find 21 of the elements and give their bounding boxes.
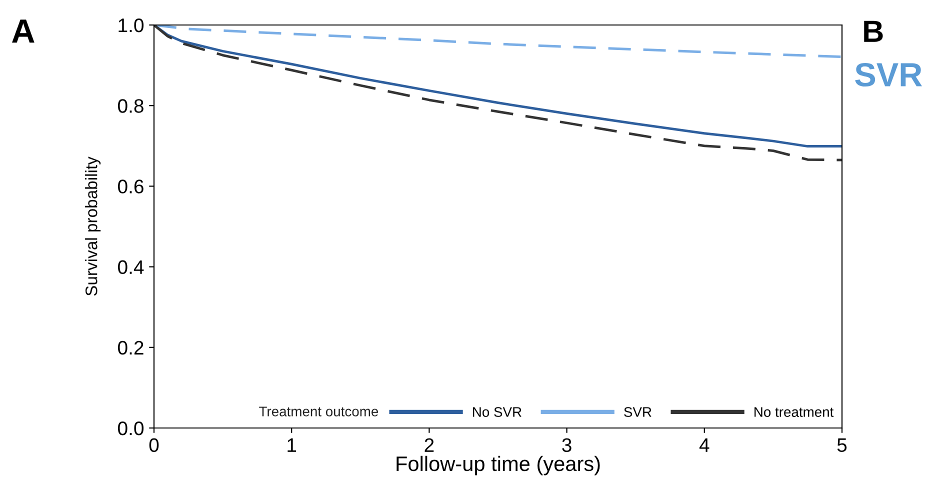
x-tick-label: 2 [424, 438, 434, 452]
y-tick-label: 0.0 [118, 421, 144, 436]
x-tick-label: 0 [149, 438, 159, 452]
text: B [864, 20, 883, 42]
text: A [12, 20, 34, 43]
x-tick-label: 4 [699, 438, 710, 452]
legend-label: SVR [624, 407, 652, 417]
x-axis-title: Follow-up time (years) [396, 456, 600, 476]
y-tick-label: 0.2 [118, 340, 144, 355]
y-tick-label: 0.4 [118, 260, 144, 274]
y-tick-label: 1.0 [118, 18, 144, 32]
x-tick-label: 5 [837, 438, 847, 452]
legend-label: No treatment [754, 407, 834, 417]
legend-title: Treatment outcome [259, 406, 378, 416]
x-tick-label: 3 [562, 438, 572, 452]
text: SVR [855, 62, 922, 87]
x-tick-label: 1 [288, 438, 296, 452]
legend-label: No SVR [473, 407, 522, 417]
y-tick-label: 0.6 [118, 180, 144, 194]
y-axis-title: Survival probability [85, 156, 101, 296]
y-tick-label: 0.8 [118, 99, 144, 113]
